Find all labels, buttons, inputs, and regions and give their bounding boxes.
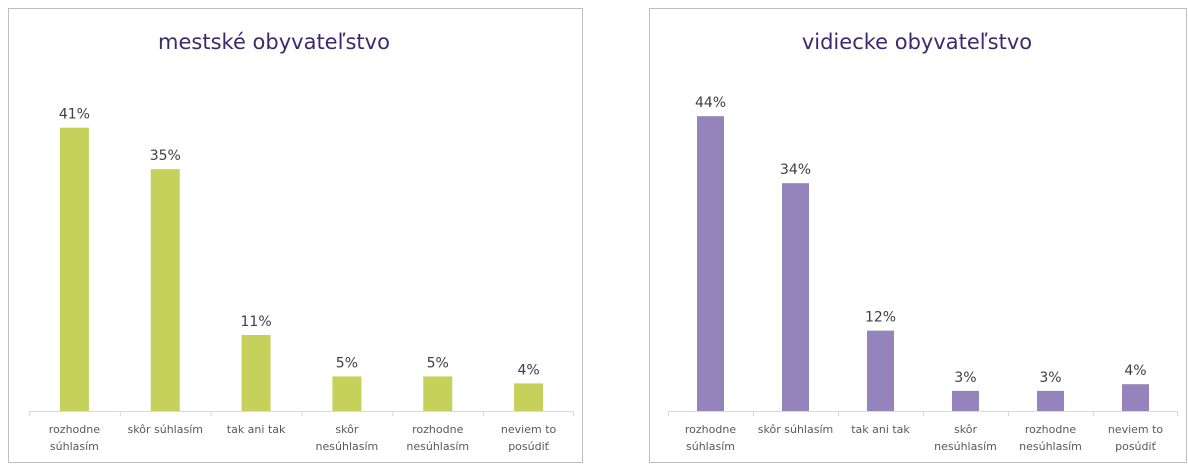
bar-6 — [514, 383, 544, 411]
data-label-1: 44% — [695, 95, 726, 111]
chart-panel-urban: mestské obyvateľstvo 41% rozhodne súhlasím 3… — [8, 8, 583, 463]
data-label-2: 35% — [150, 148, 181, 164]
category-label-6: posúdiť — [1115, 440, 1156, 453]
data-label-5: 3% — [1039, 370, 1061, 386]
category-label-4: nesúhlasím — [934, 440, 997, 453]
category-label-5: rozhodne — [412, 423, 463, 436]
chart-urban: mestské obyvateľstvo 41% rozhodne súhlasím 3… — [29, 30, 574, 453]
bar-2 — [782, 183, 809, 411]
category-label-1: rozhodne — [685, 423, 736, 436]
category-label-3: tak ani tak — [851, 423, 910, 436]
chart-panel-rural: vidiecke obyvateľstvo 44% rozhodne súhlasím… — [649, 8, 1187, 463]
category-label-2: skôr súhlasím — [758, 423, 833, 436]
bar-1 — [59, 127, 89, 411]
data-label-4: 3% — [954, 370, 976, 386]
data-label-3: 11% — [241, 314, 272, 330]
category-label-1: súhlasím — [50, 440, 99, 453]
data-label-3: 12% — [865, 310, 896, 326]
category-label-6: neviem to — [501, 423, 557, 436]
category-label-2: skôr súhlasím — [128, 423, 203, 436]
data-label-2: 34% — [780, 162, 811, 178]
bar-6 — [1122, 384, 1149, 411]
category-label-6: neviem to — [1108, 423, 1164, 436]
category-label-3: tak ani tak — [227, 423, 286, 436]
bar-2 — [150, 169, 180, 411]
bar-1 — [697, 116, 724, 411]
category-label-1: súhlasím — [686, 440, 735, 453]
category-label-4: skôr — [954, 423, 977, 436]
bar-4 — [332, 376, 362, 411]
bar-5 — [423, 376, 453, 411]
category-label-4: nesúhlasím — [316, 440, 379, 453]
data-label-1: 41% — [59, 107, 90, 123]
data-label-5: 5% — [427, 355, 449, 371]
category-label-1: rozhodne — [49, 423, 100, 436]
bar-4 — [952, 390, 979, 411]
chart-title: vidiecke obyvateľstvo — [802, 30, 1032, 54]
chart-rural: vidiecke obyvateľstvo 44% rozhodne súhlasím… — [668, 30, 1178, 453]
chart-title: mestské obyvateľstvo — [158, 30, 390, 54]
category-label-5: nesúhlasím — [1019, 440, 1082, 453]
data-label-6: 4% — [517, 362, 539, 378]
category-label-4: skôr — [335, 423, 358, 436]
bar-3 — [241, 334, 271, 411]
category-label-5: nesúhlasím — [406, 440, 469, 453]
data-label-4: 5% — [336, 355, 358, 371]
bar-3 — [867, 330, 894, 411]
category-label-6: posúdiť — [508, 440, 549, 453]
bar-5 — [1037, 390, 1064, 411]
data-label-6: 4% — [1124, 363, 1146, 379]
category-label-5: rozhodne — [1025, 423, 1076, 436]
